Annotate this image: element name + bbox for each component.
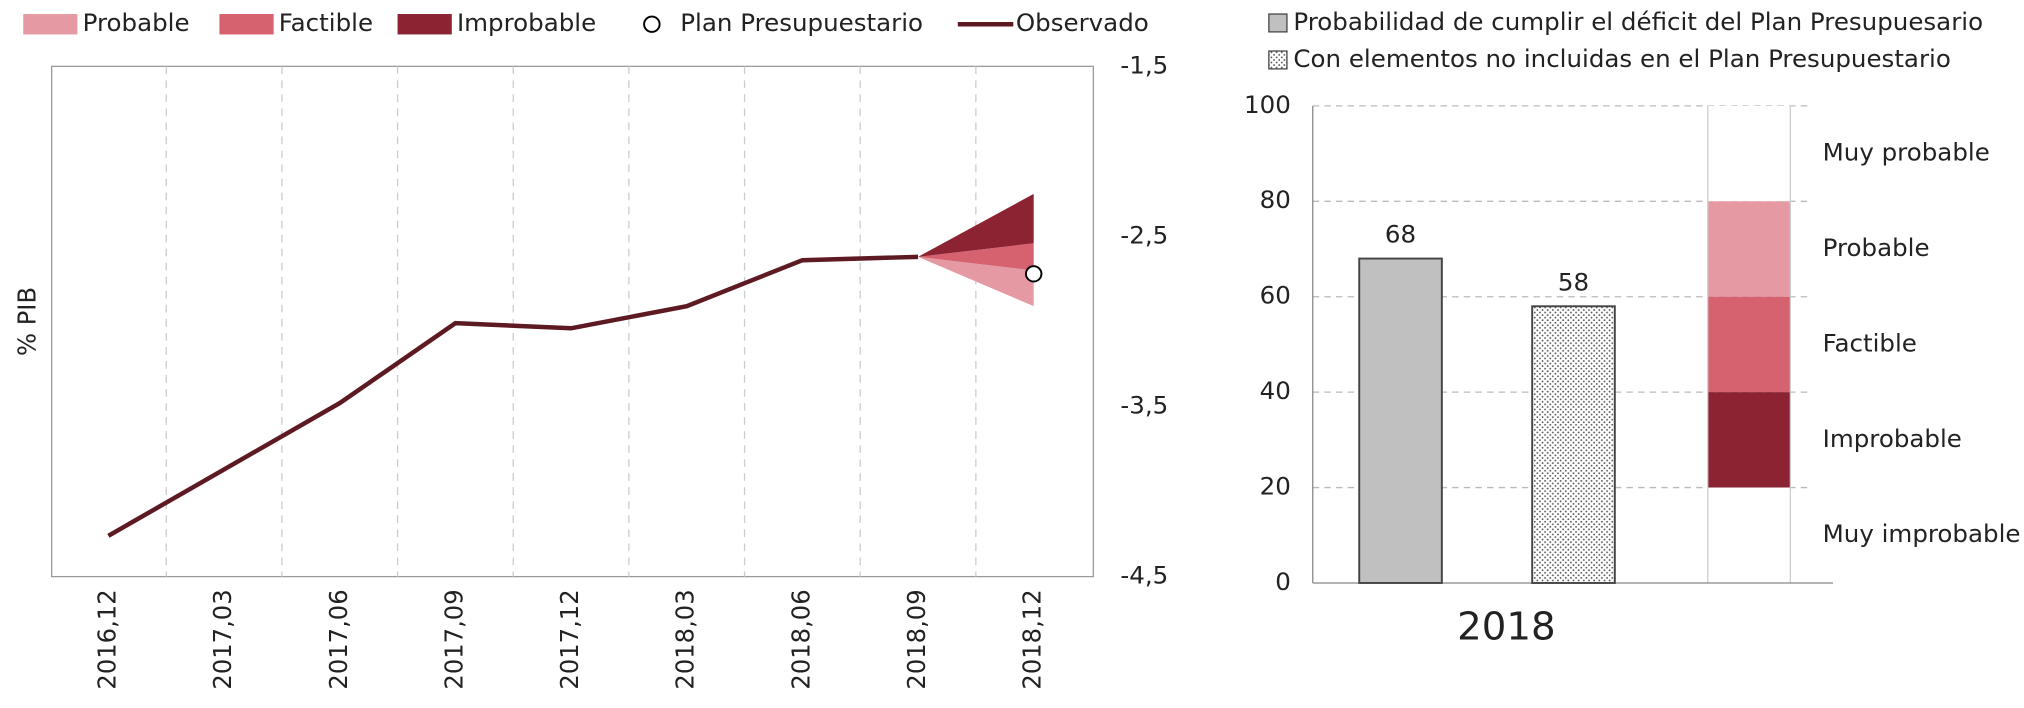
legend-label: Improbable <box>457 8 596 37</box>
legend-swatch <box>643 15 661 33</box>
legend-swatch <box>397 14 452 35</box>
scale-band <box>1707 487 1791 583</box>
scale-label: Improbable <box>1823 424 1962 453</box>
y-tick-label: -2,5 <box>1120 221 1168 250</box>
fan-band <box>918 193 1034 257</box>
x-tick-label: 2018 <box>1457 605 1556 650</box>
y-axis-label: % PIB <box>12 287 41 356</box>
value-label: 58 <box>1558 267 1589 296</box>
legend-label: Observado <box>1016 8 1149 37</box>
fan-band <box>918 256 1034 307</box>
scale-band <box>1707 201 1791 297</box>
legend-label: Probable <box>83 8 190 37</box>
bar <box>1358 257 1443 584</box>
x-tick-label: 2018,09 <box>902 589 931 689</box>
scale-band <box>1707 296 1791 393</box>
y-tick-label: -1,5 <box>1120 50 1168 79</box>
bar <box>1531 305 1616 584</box>
y-tick-label: -4,5 <box>1120 561 1168 590</box>
legend-label: Plan Presupuestario <box>680 8 923 37</box>
scale-label: Probable <box>1823 233 1930 262</box>
y-tick-label: 0 <box>1275 567 1291 596</box>
x-tick-label: 2018,12 <box>1018 589 1047 689</box>
legend-swatch <box>1268 50 1288 70</box>
value-label: 68 <box>1385 220 1416 249</box>
scale-label: Factible <box>1823 329 1917 358</box>
scale-band <box>1707 392 1791 488</box>
x-tick-label: 2017,03 <box>208 589 237 689</box>
y-tick-label: 20 <box>1260 472 1291 501</box>
y-tick-label: 60 <box>1260 281 1291 310</box>
legend-swatch <box>219 14 274 35</box>
y-tick-label: 40 <box>1260 376 1291 405</box>
x-tick-label: 2018,06 <box>786 589 815 689</box>
y-tick-label: 100 <box>1244 90 1291 119</box>
observed-line <box>107 254 919 538</box>
legend-label: Con elementos no incluidas en el Plan Pr… <box>1293 44 1950 73</box>
legend-label: Factible <box>279 8 373 37</box>
y-tick-label: 80 <box>1260 185 1291 214</box>
legend-swatch <box>23 14 78 35</box>
x-tick-label: 2017,09 <box>439 589 468 689</box>
fan-band <box>918 243 1034 271</box>
x-tick-label: 2018,03 <box>671 589 700 689</box>
plan-marker <box>1024 265 1043 283</box>
legend-label: Probabilidad de cumplir el déficit del P… <box>1293 7 1983 36</box>
scale-label: Muy improbable <box>1823 519 2021 548</box>
scale-label: Muy probable <box>1823 138 1990 167</box>
x-tick-label: 2017,06 <box>324 589 353 689</box>
y-tick-label: -3,5 <box>1120 391 1168 420</box>
plot-frame <box>50 65 1094 578</box>
x-tick-label: 2017,12 <box>555 589 584 689</box>
scale-band <box>1707 105 1791 202</box>
x-tick-label: 2016,12 <box>92 589 121 689</box>
legend-swatch <box>1268 13 1288 33</box>
